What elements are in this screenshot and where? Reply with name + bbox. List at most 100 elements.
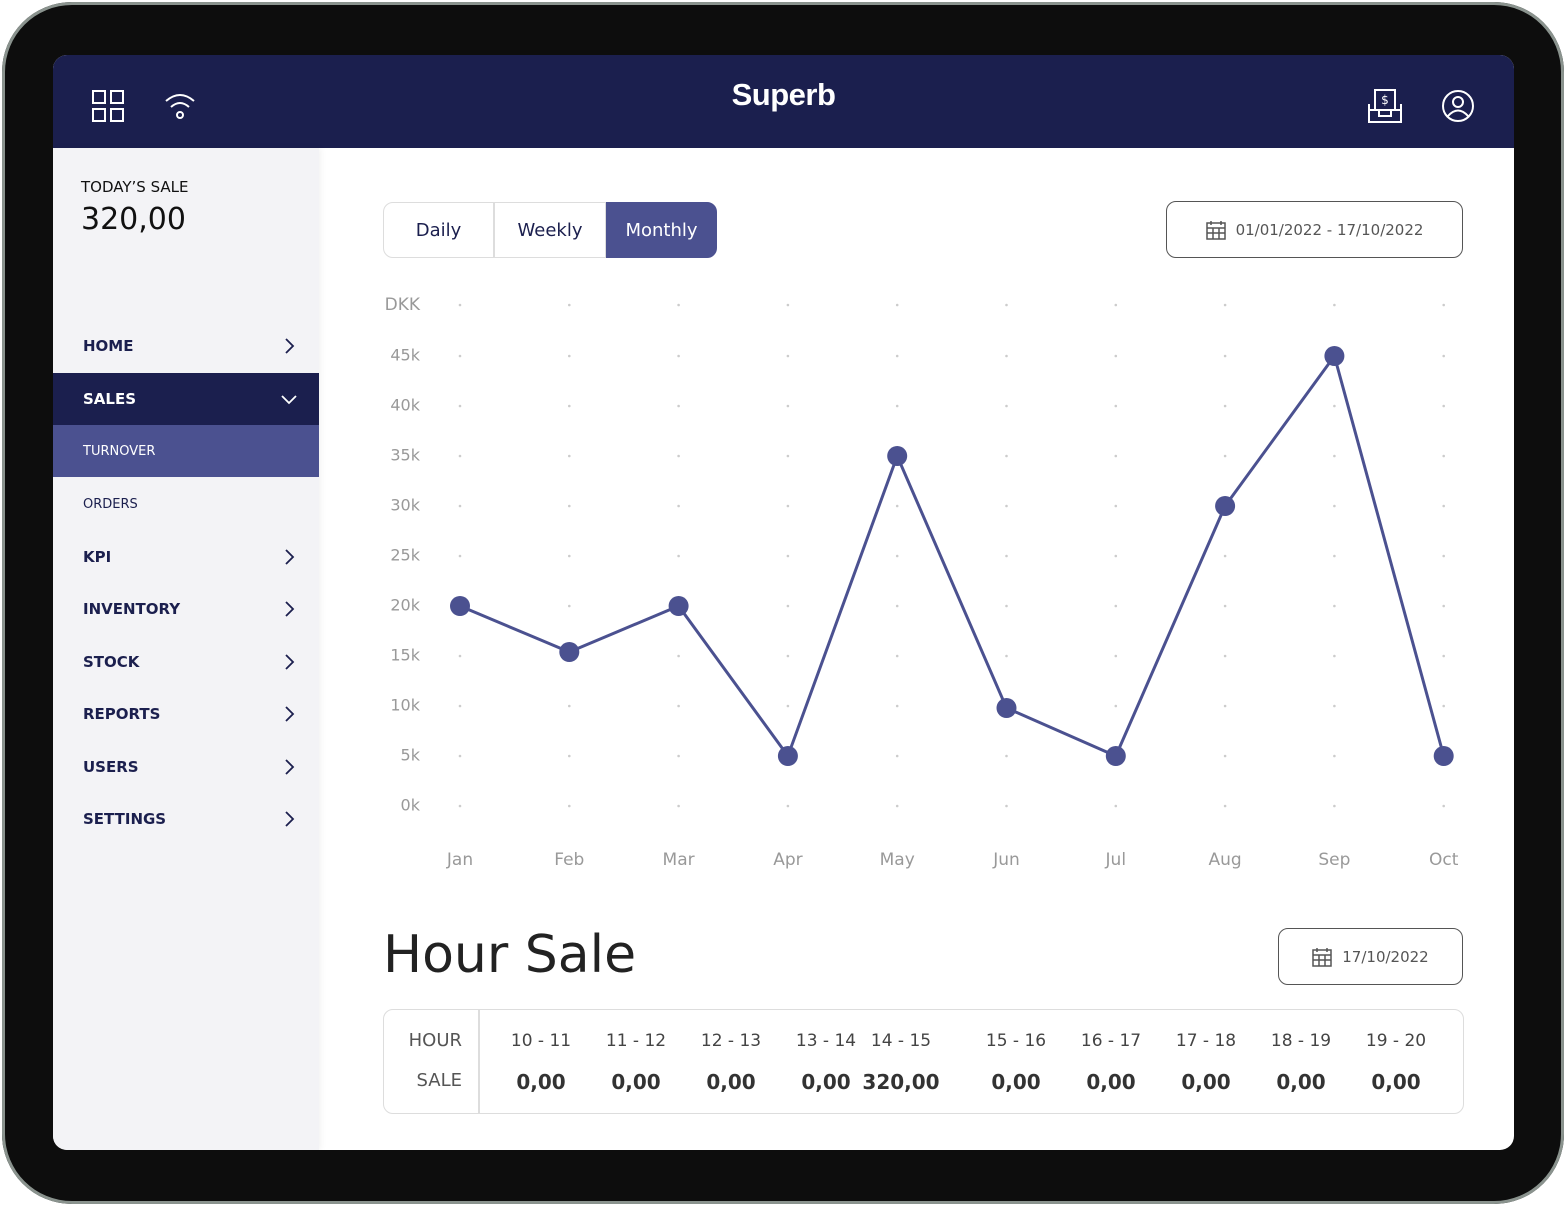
menu-item[interactable]: REPORTS (53, 688, 319, 740)
point[interactable] (777, 746, 798, 766)
grid-dot (1005, 754, 1008, 758)
grid-icon[interactable] (91, 89, 125, 123)
grid-dot (1442, 404, 1445, 408)
divider (478, 1010, 480, 1113)
chevron (285, 601, 295, 617)
grid-dot (1333, 654, 1336, 658)
grid-dot (1114, 504, 1118, 508)
chevron-path (281, 395, 297, 405)
menu-item[interactable]: KPI (53, 531, 319, 583)
sale: 0,00 (801, 1070, 851, 1094)
grid-dot (568, 303, 571, 307)
y-tick-label: 35k (390, 446, 420, 465)
point[interactable] (450, 596, 470, 616)
calendar-icon (1312, 947, 1333, 967)
menu-item[interactable]: INVENTORY (53, 583, 319, 635)
hour: 11 - 12 (605, 1031, 667, 1051)
menu-item[interactable]: SETTINGS (53, 793, 319, 845)
point[interactable] (559, 642, 580, 662)
grid-dot (895, 754, 899, 758)
grid-dot (677, 554, 680, 558)
grid-dot (1442, 303, 1445, 307)
grid-dot (895, 504, 899, 508)
grid-dot (568, 804, 571, 808)
grid-dot (1114, 604, 1118, 608)
y-tick-label: 10k (390, 696, 420, 715)
point[interactable] (1215, 496, 1236, 516)
grid-dot (1114, 654, 1118, 658)
grid-dot (458, 454, 462, 458)
menu-label: USERS (83, 758, 139, 776)
chevron-path (285, 549, 295, 565)
line-chart: DKK 0k 5k 10k 15k 20k 25k 30k 35k 40k 45k Jan Feb Mar… (385, 295, 1459, 870)
grid-dot (1114, 354, 1118, 358)
point[interactable] (887, 446, 908, 466)
chevron-path (285, 759, 295, 775)
tab[interactable]: Weekly (494, 202, 606, 258)
grid-dot (786, 404, 790, 408)
grid-dot (1442, 704, 1445, 708)
menu-item[interactable]: SALES (53, 373, 319, 425)
point[interactable] (1105, 746, 1126, 766)
grid-dot (1114, 303, 1118, 307)
y-tick-label: 25k (390, 546, 420, 565)
x-tick-label: Jan (446, 850, 473, 870)
grid-dot (1333, 754, 1336, 758)
grid-dot (895, 704, 899, 708)
y-tick-label: 40k (390, 396, 420, 415)
grid-dot (568, 554, 571, 558)
hour: 18 - 19 (1270, 1031, 1332, 1051)
grid-dot (677, 704, 680, 708)
grid-dot (458, 804, 462, 808)
grid-dot (1005, 654, 1008, 658)
point[interactable] (1324, 346, 1345, 366)
grid-dot (1333, 604, 1336, 608)
date-range-button[interactable]: 01/01/2022 - 17/10/2022 (1166, 201, 1463, 258)
grid-dot (1442, 354, 1445, 358)
x-tick-label: Jun (992, 850, 1020, 870)
menu-item[interactable]: USERS (53, 741, 319, 793)
menu-item[interactable]: TURNOVER (53, 425, 319, 477)
grid-dot (1005, 504, 1008, 508)
point[interactable] (996, 698, 1017, 718)
point[interactable] (1433, 746, 1454, 766)
grid-dot (1223, 354, 1227, 358)
chevron (285, 706, 295, 722)
menu-item[interactable]: HOME (53, 320, 319, 372)
user-icon[interactable] (1441, 89, 1475, 123)
tab[interactable]: Monthly (606, 202, 717, 258)
grid-dot (786, 804, 790, 808)
tab[interactable]: Daily (383, 202, 494, 258)
menu-item[interactable]: STOCK (53, 636, 319, 688)
menu-label: TURNOVER (83, 443, 156, 459)
chevron-path (285, 706, 295, 722)
menu-label: INVENTORY (83, 600, 181, 618)
grid-dot (1005, 604, 1008, 608)
x-tick-label: Oct (1429, 850, 1459, 870)
grid-dot (1223, 604, 1227, 608)
todays-sale-value: 320,00 (81, 202, 186, 237)
menu-label: ORDERS (83, 496, 138, 512)
date-button[interactable]: 17/10/2022 (1278, 928, 1463, 985)
chevron-path (285, 338, 295, 354)
grid-dot (568, 704, 571, 708)
wifi-icon[interactable] (163, 91, 197, 121)
grid-dot (677, 754, 680, 758)
menu-label: REPORTS (83, 705, 161, 723)
screen: Superb $ TODAY’S SALE 320,00 HOME SALES TU… (53, 55, 1514, 1150)
grid-dot (895, 354, 899, 358)
grid-dot (458, 354, 462, 358)
sale: 0,00 (1276, 1070, 1326, 1094)
grid-dot (1114, 704, 1118, 708)
brand: Superb (731, 77, 836, 112)
sale: 0,00 (611, 1070, 661, 1094)
point[interactable] (668, 596, 689, 616)
grid-dot (1223, 303, 1227, 307)
cash-icon[interactable]: $ (1367, 88, 1403, 124)
chevron-path (285, 654, 295, 670)
menu-item[interactable]: ORDERS (53, 478, 319, 530)
grid-dot (677, 654, 680, 658)
grid-dot (677, 504, 680, 508)
grid-dot (1223, 454, 1227, 458)
grid-dot (1005, 804, 1008, 808)
